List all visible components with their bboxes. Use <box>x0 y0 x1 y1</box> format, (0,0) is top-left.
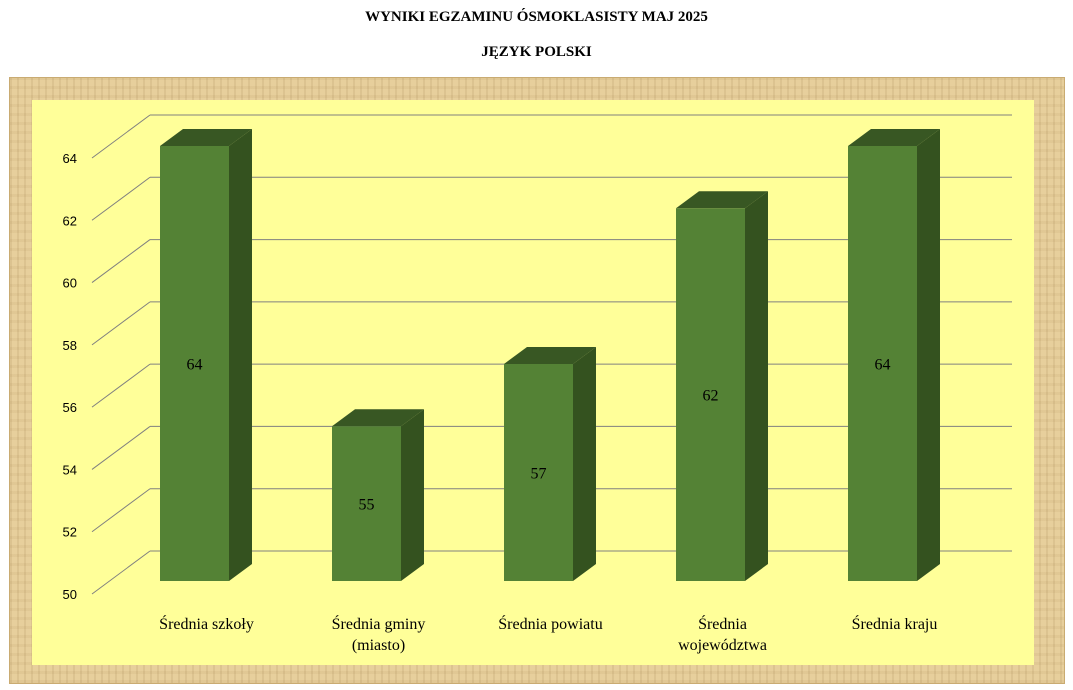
data-label: 62 <box>703 388 719 405</box>
x-tick-label: (miasto) <box>352 637 405 654</box>
gridline-depth <box>91 363 151 408</box>
x-tick-label: Średnia kraju <box>852 614 938 633</box>
data-label: 57 <box>531 466 547 483</box>
bar-top <box>160 129 252 146</box>
gridline-depth <box>91 176 151 221</box>
x-tick-label: Średnia gminy <box>332 614 426 633</box>
bar <box>160 146 229 581</box>
bar-top <box>332 409 424 427</box>
gridline-depth <box>91 239 151 283</box>
data-label: 64 <box>875 357 891 374</box>
bar-side <box>745 191 768 582</box>
data-label: 55 <box>359 497 375 514</box>
bar-side <box>229 129 252 581</box>
y-tick-label: 56 <box>63 400 77 415</box>
gridline-depth <box>91 301 151 346</box>
x-tick-label: Średnia powiatu <box>498 614 602 633</box>
bar <box>504 364 573 581</box>
gridline-depth <box>91 114 151 159</box>
y-tick-label: 54 <box>63 462 77 477</box>
data-label: 64 <box>187 357 203 374</box>
chart-subtitle: JĘZYK POLSKI <box>481 44 592 60</box>
bar-side <box>573 347 596 581</box>
y-tick-label: 50 <box>63 587 77 602</box>
gridline-depth <box>91 488 151 533</box>
bar <box>676 208 745 582</box>
bar-top <box>504 347 596 364</box>
gridline-depth <box>91 426 151 470</box>
y-tick-label: 52 <box>63 525 77 540</box>
bar-side <box>917 129 940 581</box>
bar-side <box>401 409 424 581</box>
bar <box>332 426 401 581</box>
x-tick-label: Średnia szkoły <box>159 614 254 633</box>
x-tick-label: Średnia <box>698 614 747 633</box>
y-tick-label: 62 <box>63 213 77 228</box>
y-tick-label: 64 <box>63 151 77 166</box>
x-tick-label: województwa <box>678 637 767 654</box>
y-tick-label: 58 <box>63 338 77 353</box>
bar-top <box>848 129 940 146</box>
bar-top <box>676 191 768 209</box>
gridline-depth <box>91 550 151 595</box>
chart-title: WYNIKI EGZAMINU ÓSMOKLASISTY MAJ 2025 <box>365 9 708 25</box>
y-tick-label: 60 <box>63 276 77 291</box>
bar <box>848 146 917 581</box>
